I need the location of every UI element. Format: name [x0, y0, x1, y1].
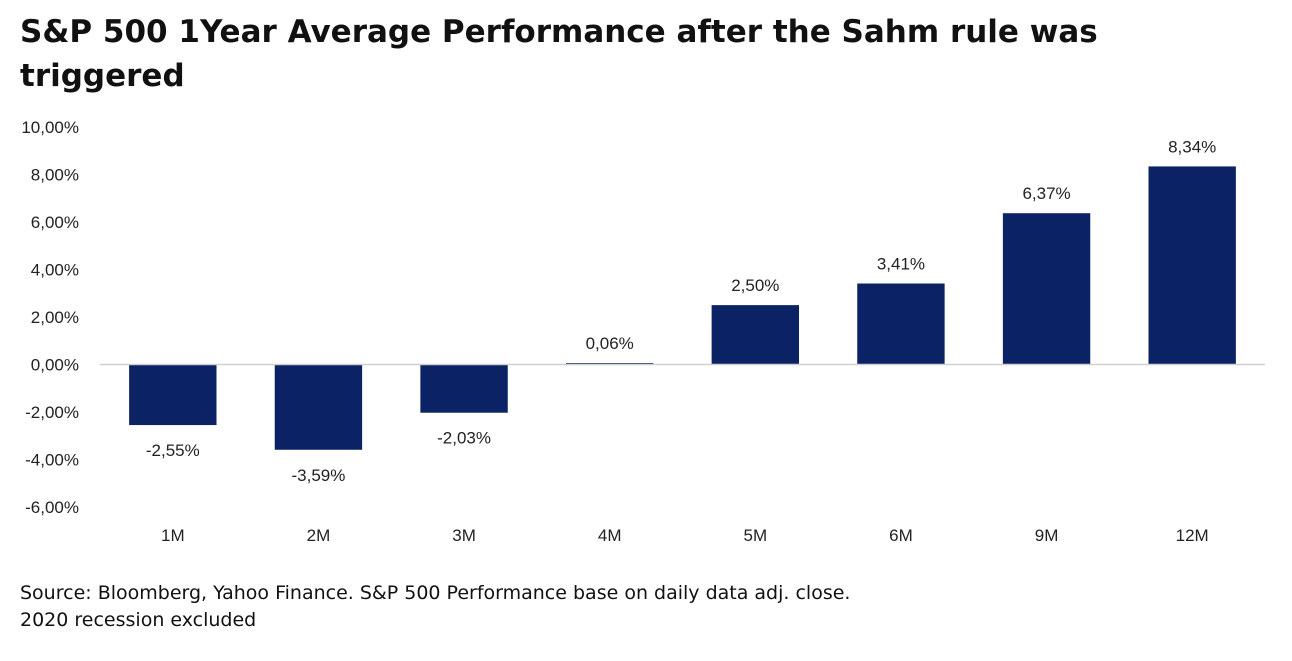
bar-5m: [711, 305, 799, 365]
x-tick-label: 1M: [161, 526, 185, 545]
data-label: 2,50%: [731, 276, 779, 295]
x-tick-label: 5M: [744, 526, 768, 545]
bar-2m: [274, 364, 363, 450]
data-label: 3,41%: [877, 255, 925, 274]
y-tick-label: 6,00%: [31, 213, 79, 232]
y-tick-label: 4,00%: [31, 261, 79, 280]
source-line-2: 2020 recession excluded: [20, 609, 257, 631]
y-tick-label: 10,00%: [21, 118, 79, 137]
y-tick-label: -2,00%: [25, 403, 79, 422]
bar-12m: [1148, 166, 1236, 365]
data-label: 6,37%: [1022, 184, 1070, 203]
x-tick-label: 3M: [452, 526, 476, 545]
x-tick-label: 6M: [889, 526, 913, 545]
y-tick-label: 0,00%: [31, 356, 79, 375]
x-tick-label: 2M: [307, 526, 331, 545]
chart-title: S&P 500 1Year Average Performance after …: [20, 14, 1098, 94]
x-tick-label: 12M: [1176, 526, 1209, 545]
data-label: -2,55%: [146, 441, 200, 460]
y-tick-label: 2,00%: [31, 308, 79, 327]
x-tick-label: 4M: [598, 526, 622, 545]
x-axis: 1M 2M 3M 4M 5M 6M 9M 12M: [161, 526, 1209, 545]
y-tick-label: -6,00%: [25, 498, 79, 517]
bar-3m: [420, 364, 508, 413]
bars: [129, 166, 1236, 450]
source-note: Source: Bloomberg, Yahoo Finance. S&P 50…: [20, 580, 850, 634]
y-axis: 10,00% 8,00% 6,00% 4,00% 2,00% 0,00% -2,00% -4,…: [21, 118, 79, 517]
data-label: 8,34%: [1168, 137, 1216, 156]
data-label: -2,03%: [437, 429, 491, 448]
y-tick-label: -4,00%: [25, 451, 79, 470]
bar-6m: [857, 283, 945, 365]
bar-1m: [129, 364, 217, 426]
bar-9m: [1002, 213, 1091, 365]
y-tick-label: 8,00%: [31, 166, 79, 185]
x-tick-label: 9M: [1035, 526, 1059, 545]
data-labels: -2,55% -3,59% -2,03% 0,06% 2,50% 3,41% 6,37% 8,…: [146, 137, 1216, 484]
data-label: -3,59%: [292, 466, 346, 485]
source-line-1: Source: Bloomberg, Yahoo Finance. S&P 50…: [20, 582, 851, 604]
data-label: 0,06%: [586, 334, 634, 353]
